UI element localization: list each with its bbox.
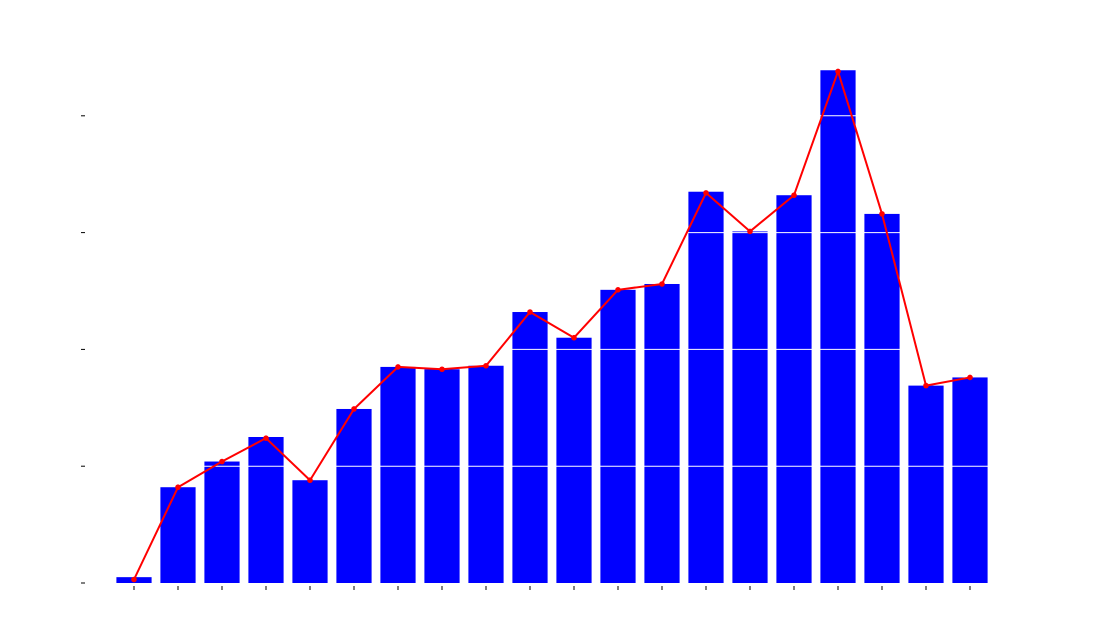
bar-14 xyxy=(732,231,768,583)
bar-11 xyxy=(600,289,636,583)
line-point-4 xyxy=(307,477,313,484)
bar-9 xyxy=(512,312,548,583)
line-point-9 xyxy=(527,309,533,315)
line-point-3 xyxy=(263,435,269,441)
line-point-5 xyxy=(351,406,357,412)
line-point-7 xyxy=(439,366,445,373)
line-point-8 xyxy=(483,362,489,369)
y-axis-ticks xyxy=(81,115,85,584)
line-point-16 xyxy=(835,68,841,75)
line-point-13 xyxy=(703,190,709,196)
bars xyxy=(116,70,988,583)
line-point-0 xyxy=(131,576,137,583)
bar-19 xyxy=(952,377,988,583)
line-point-17 xyxy=(879,211,885,217)
bar-17 xyxy=(864,213,900,583)
bar-10 xyxy=(556,337,592,583)
bar-6 xyxy=(380,366,416,583)
bar-13 xyxy=(688,191,724,583)
line-series xyxy=(131,68,973,583)
bar-2 xyxy=(204,461,240,583)
line-point-2 xyxy=(219,458,225,465)
line-point-15 xyxy=(791,192,797,199)
line-point-18 xyxy=(923,382,929,389)
gridlines xyxy=(112,115,992,467)
line-point-14 xyxy=(747,228,753,235)
bar-16 xyxy=(820,70,856,583)
line-path xyxy=(133,70,971,580)
bar-15 xyxy=(776,195,812,583)
bar-4 xyxy=(292,480,328,583)
line-point-19 xyxy=(967,374,973,381)
bar-18 xyxy=(908,385,944,583)
bar-8 xyxy=(468,365,504,583)
line-point-11 xyxy=(615,287,621,293)
bar-5 xyxy=(336,408,372,583)
x-axis-ticks xyxy=(133,586,971,590)
line-point-12 xyxy=(659,281,665,287)
line-point-1 xyxy=(175,484,181,491)
bar-7 xyxy=(424,369,460,583)
line-point-6 xyxy=(395,364,401,370)
line-point-10 xyxy=(571,334,577,341)
bar-12 xyxy=(644,283,680,583)
bar-3 xyxy=(248,437,284,583)
bar-1 xyxy=(160,487,196,583)
